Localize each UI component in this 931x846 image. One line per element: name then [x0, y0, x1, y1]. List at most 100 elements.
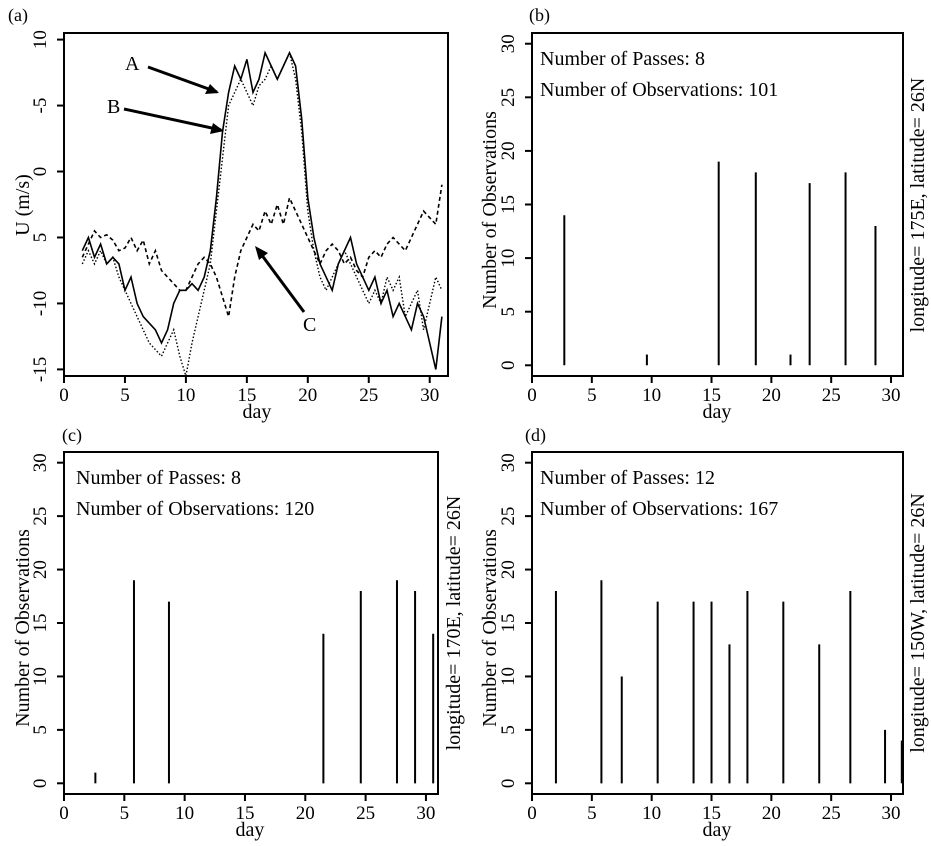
y-tick-label: 25 [498, 507, 519, 526]
x-tick-label: 25 [822, 385, 841, 406]
panel-d: (d) Number of Observations day longitude… [479, 425, 929, 841]
x-tick-label: 10 [176, 385, 195, 406]
y-tick-label: 25 [30, 507, 51, 526]
arrowhead-b [210, 123, 224, 134]
x-tick-label: 20 [762, 385, 781, 406]
panel-b-passes-text: Number of Passes: 8 [540, 48, 705, 70]
x-tick-label: 10 [175, 803, 194, 824]
y-tick-label: 20 [30, 560, 51, 579]
panel-b: (b) Number of Observations day longitude… [479, 5, 929, 423]
panel-d-passes-text: Number of Passes: 12 [540, 467, 715, 489]
x-tick-label: 20 [762, 803, 781, 824]
y-tick-label: 0 [498, 361, 519, 371]
y-tick-label: 10 [498, 249, 519, 268]
y-tick-label: 10 [30, 30, 51, 49]
x-tick-label: 15 [235, 803, 254, 824]
y-tick-label: 0 [498, 779, 519, 789]
arrow-b [123, 107, 222, 132]
series-line-a [81, 50, 443, 370]
x-tick-label: 0 [59, 803, 69, 824]
panel-d-xlabel: day [703, 819, 732, 841]
x-tick-label: 0 [59, 385, 69, 406]
x-tick-label: 25 [359, 385, 378, 406]
panel-b-observations-text: Number of Observations: 101 [540, 79, 778, 101]
y-tick-label: 25 [498, 88, 519, 107]
arrow-a [147, 65, 218, 94]
y-tick-label: 15 [30, 614, 51, 633]
x-tick-label: 5 [587, 385, 597, 406]
y-tick-label: 0 [30, 779, 51, 789]
y-tick-label: 20 [498, 141, 519, 160]
panel-c-xlabel: day [236, 819, 265, 841]
panel-d-y-ticks: 0 5 10 15 20 25 30 [498, 453, 532, 788]
arrowhead-c [255, 246, 268, 260]
panel-d-label: (d) [525, 425, 546, 446]
y-tick-label: 20 [498, 560, 519, 579]
y-tick-label: 5 [498, 307, 519, 317]
panel-c-observations-text: Number of Observations: 120 [76, 498, 314, 520]
x-tick-label: 30 [420, 385, 439, 406]
y-tick-label: 10 [30, 667, 51, 686]
series-line-b [81, 50, 443, 377]
x-tick-label: 30 [882, 385, 901, 406]
panel-b-x-ticks: 0 5 10 15 20 25 30 [527, 376, 901, 406]
y-tick-label: 15 [498, 195, 519, 214]
panel-b-ylabel: Number of Observations [479, 111, 501, 309]
y-tick-label: -10 [30, 291, 51, 316]
panel-b-y-ticks: 0 5 10 15 20 25 30 [498, 34, 532, 370]
y-tick-label: -15 [30, 357, 51, 382]
panel-d-bars [554, 580, 903, 784]
panel-a-label: (a) [8, 5, 28, 26]
panel-c-bars [94, 580, 435, 784]
x-tick-label: 30 [882, 803, 901, 824]
y-tick-label: 5 [30, 725, 51, 735]
y-tick-label: 5 [498, 725, 519, 735]
curve-label-c: C [303, 314, 316, 336]
x-tick-label: 20 [298, 385, 317, 406]
panel-c-label: (c) [62, 425, 82, 446]
panel-c-ylabel: Number of Observations [12, 529, 34, 727]
annotation-b: B [107, 96, 224, 134]
y-tick-label: 5 [30, 233, 51, 243]
x-tick-label: 15 [702, 385, 721, 406]
x-tick-label: 5 [120, 803, 130, 824]
panel-c-y-ticks: 0 5 10 15 20 25 30 [30, 453, 64, 788]
x-tick-label: 30 [416, 803, 435, 824]
x-tick-label: 15 [702, 803, 721, 824]
panel-a-x-ticks: 0 5 10 15 20 25 30 [59, 376, 439, 406]
panel-a-xlabel: day [243, 401, 272, 423]
y-tick-label: 10 [498, 667, 519, 686]
panel-d-x-ticks: 0 5 10 15 20 25 30 [527, 794, 901, 824]
annotation-a: A [125, 53, 219, 94]
y-tick-label: 0 [30, 167, 51, 177]
panel-a-ylabel: U (m/s) [12, 174, 34, 236]
panel-a-y-ticks: 10 -5 0 5 -10 -15 [30, 30, 64, 382]
x-tick-label: 20 [296, 803, 315, 824]
panel-a: (a) U (m/s) day 0 5 10 15 20 25 30 10 -5 0 5 -10 -1… [8, 5, 449, 423]
panel-b-bars [563, 161, 877, 366]
panel-c-x-ticks: 0 5 10 15 20 25 30 [59, 794, 435, 824]
x-tick-label: 15 [237, 385, 256, 406]
curve-label-a: A [125, 53, 140, 75]
x-tick-label: 25 [822, 803, 841, 824]
panel-a-frame [63, 32, 449, 377]
panel-d-observations-text: Number of Observations: 167 [540, 498, 778, 520]
y-tick-label: 30 [498, 34, 519, 53]
annotation-c: C [255, 246, 316, 336]
y-tick-label: 30 [30, 453, 51, 472]
x-tick-label: 0 [527, 803, 537, 824]
panel-a-series [81, 50, 443, 377]
x-tick-label: 25 [356, 803, 375, 824]
curve-label-b: B [107, 96, 120, 118]
arrowhead-a [205, 84, 219, 94]
x-tick-label: 0 [527, 385, 537, 406]
x-tick-label: 5 [120, 385, 130, 406]
series-line-c [81, 184, 443, 317]
panel-c-side-label: longitude= 170E, latitude= 26N [443, 496, 465, 751]
y-tick-label: 30 [498, 453, 519, 472]
panel-c: (c) Number of Observations day longitude… [12, 425, 465, 841]
panel-d-side-label: longitude= 150W, latitude= 26N [907, 493, 929, 753]
x-tick-label: 10 [642, 385, 661, 406]
panel-b-xlabel: day [703, 401, 732, 423]
